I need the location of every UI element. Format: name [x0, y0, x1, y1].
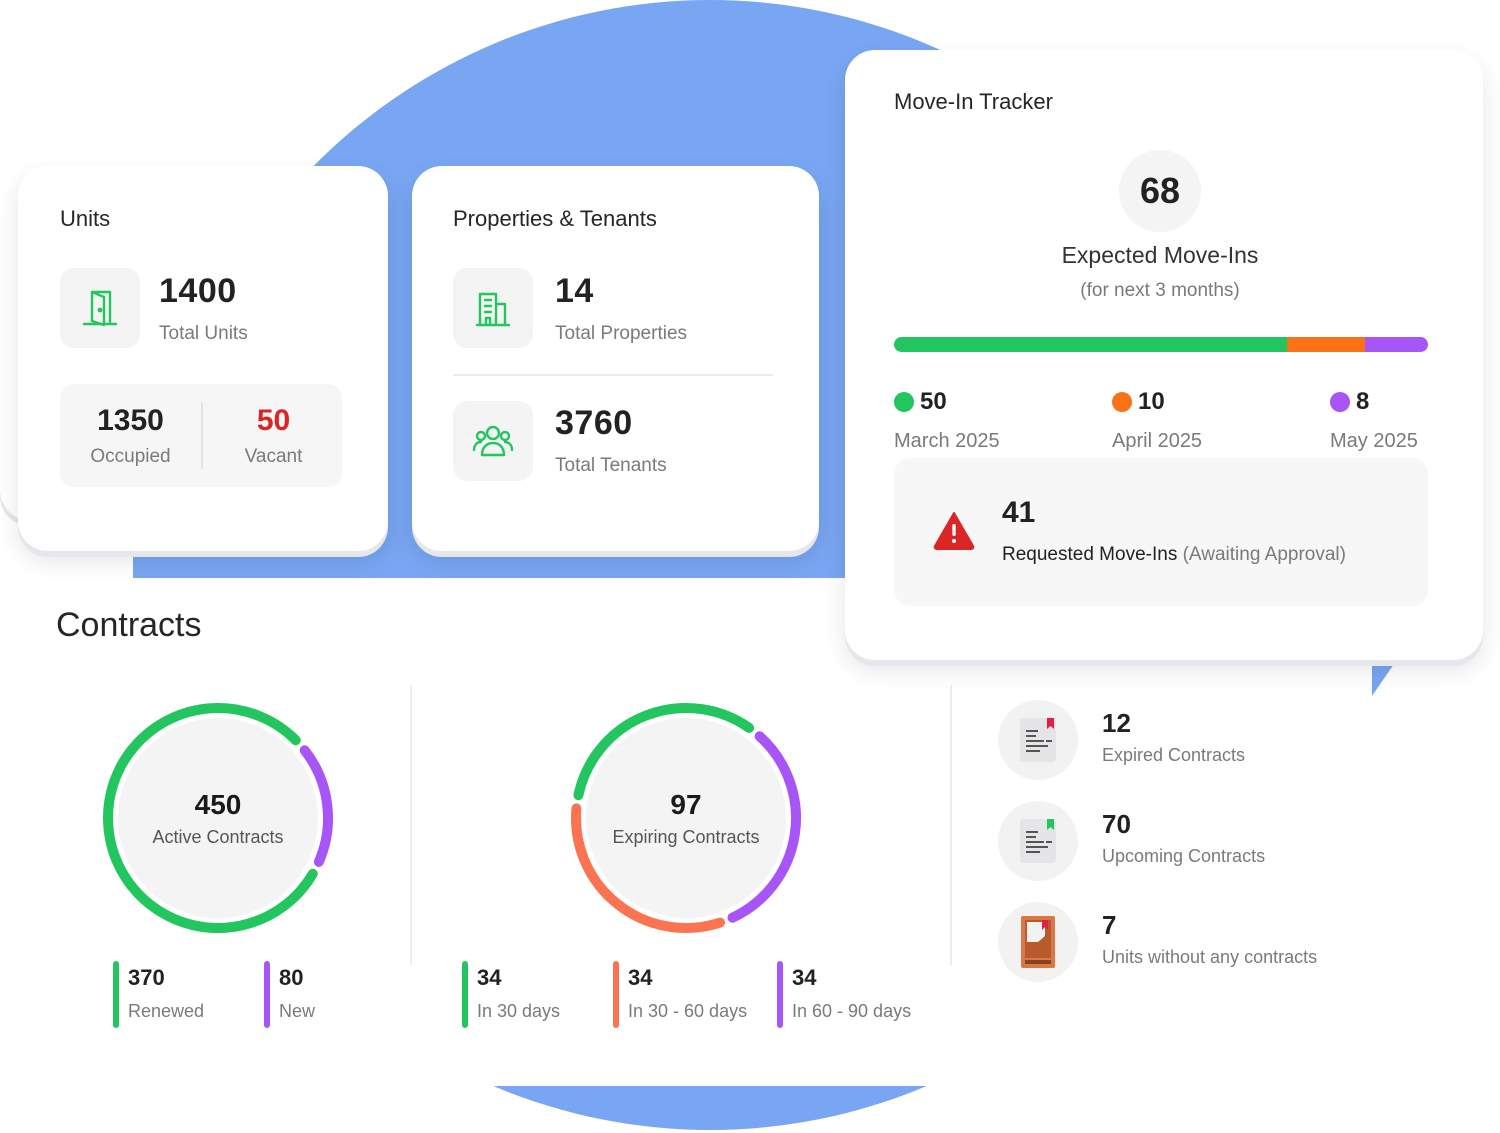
new-stat: 80 New	[264, 961, 316, 1028]
renewed-value: 370	[128, 965, 165, 990]
expired-document-icon	[998, 700, 1078, 780]
requested-move-ins-value: 41	[1002, 496, 1036, 529]
total-properties-label: Total Properties	[555, 323, 688, 344]
active-contracts-donut	[103, 703, 333, 933]
expiring-contracts-center: 97 Expiring Contracts	[586, 718, 786, 918]
occupancy-divider	[201, 402, 203, 469]
requested-move-ins-note: (Awaiting Approval)	[1182, 544, 1346, 565]
active-contracts-value: 450	[194, 788, 242, 820]
new-label: New	[279, 1001, 316, 1021]
legend-dot	[1330, 392, 1350, 412]
requested-move-ins-label: Requested Move-Ins	[1002, 544, 1178, 565]
expiring-30-stat: 34 In 30 days	[462, 961, 561, 1028]
move-in-progress-bar	[894, 337, 1428, 352]
progress-segment-2	[1365, 337, 1428, 352]
requested-move-ins-box[interactable]: 41 Requested Move-Ins (Awaiting Approval…	[894, 458, 1428, 606]
may-label: May 2025	[1330, 430, 1418, 452]
active-contracts-ring[interactable]: 450 Active Contracts	[93, 693, 343, 943]
door-icon	[60, 268, 140, 348]
april-label: April 2025	[1112, 430, 1203, 452]
expected-move-ins-label: Expected Move-Ins	[1061, 242, 1259, 268]
contracts-divider	[950, 685, 952, 965]
renewed-label: Renewed	[128, 1001, 205, 1021]
renewed-bar	[113, 961, 119, 1028]
occupancy-box: 1350 Occupied 50 Vacant	[60, 384, 342, 487]
renewed-stat: 370 Renewed	[113, 961, 205, 1028]
upcoming-document-icon	[998, 801, 1078, 881]
ring-segment-0	[727, 731, 801, 923]
requested-move-ins-text: Requested Move-Ins (Awaiting Approval)	[1002, 544, 1346, 566]
legend-dot	[894, 392, 914, 412]
properties-divider	[453, 374, 773, 376]
progress-segment-1	[1286, 337, 1366, 352]
properties-tenants-title: Properties & Tenants	[453, 206, 657, 231]
tracker-title: Move-In Tracker	[894, 89, 1053, 114]
contracts-divider	[410, 685, 412, 965]
expiring-60-90-stat: 34 In 60 - 90 days	[777, 961, 912, 1028]
occupied-label: Occupied	[90, 446, 171, 467]
warning-icon	[932, 510, 976, 555]
units-without-contracts-label: Units without any contracts	[1102, 947, 1318, 967]
units-card: Units 1400 Total Units 1350 Occupied 50 …	[18, 166, 388, 551]
progress-segment-0	[894, 337, 1287, 352]
new-value: 80	[279, 965, 304, 990]
active-contracts-label: Active Contracts	[152, 826, 284, 847]
upcoming-contracts-value: 70	[1102, 809, 1131, 839]
units-title: Units	[60, 206, 111, 231]
expiring-30-60-stat: 34 In 30 - 60 days	[613, 961, 748, 1028]
expiring-contracts-donut	[571, 703, 801, 933]
expired-contracts-value: 12	[1102, 708, 1131, 738]
ring-segment-0	[299, 745, 333, 867]
background-pointer	[1372, 664, 1394, 696]
upcoming-contracts-label: Upcoming Contracts	[1102, 846, 1266, 866]
ring-segment-1	[103, 703, 318, 933]
expected-move-ins-value: 68	[1119, 150, 1201, 232]
move-in-tracker-card: Move-In Tracker 68 Expected Move-Ins (fo…	[845, 50, 1483, 660]
expiring-contracts-label: Expiring Contracts	[612, 826, 760, 847]
expiring-30-60-bar	[613, 961, 619, 1028]
expiring-60-90-value: 34	[792, 965, 817, 990]
expiring-30-label: In 30 days	[477, 1001, 561, 1021]
ring-segment-1	[571, 803, 725, 933]
occupied-value: 1350	[97, 404, 164, 437]
contracts-title: Contracts	[56, 606, 202, 644]
expired-contracts-label: Expired Contracts	[1102, 745, 1246, 765]
units-without-contracts-value: 7	[1102, 910, 1117, 940]
expiring-contracts-ring[interactable]: 97 Expiring Contracts	[561, 693, 811, 943]
active-contracts-center: 450 Active Contracts	[118, 718, 318, 918]
vacant-value: 50	[256, 404, 291, 437]
expiring-60-90-label: In 60 - 90 days	[792, 1001, 912, 1021]
expiring-contracts-value: 97	[670, 788, 702, 820]
building-icon	[453, 268, 533, 348]
legend-dot	[1112, 392, 1132, 412]
march-value: 50	[920, 388, 947, 415]
users-icon	[453, 401, 533, 481]
march-label: March 2025	[894, 430, 1000, 452]
total-units-value: 1400	[159, 272, 237, 310]
legend-march: 50 March 2025	[894, 388, 1000, 453]
expected-move-ins-sub: (for next 3 months)	[1080, 280, 1240, 301]
expiring-60-90-bar	[777, 961, 783, 1028]
total-units-label: Total Units	[159, 323, 248, 344]
ring-segment-2	[573, 703, 755, 801]
expiring-30-60-value: 34	[628, 965, 653, 990]
properties-tenants-card: Properties & Tenants 14 Total Properties…	[412, 166, 819, 551]
legend-april: 10 April 2025	[1112, 388, 1202, 453]
new-bar	[264, 961, 270, 1028]
april-value: 10	[1138, 388, 1165, 415]
no-contract-door-icon	[998, 902, 1078, 982]
expiring-30-value: 34	[477, 965, 502, 990]
total-properties-value: 14	[555, 272, 594, 310]
total-tenants-label: Total Tenants	[555, 455, 667, 476]
expiring-30-bar	[462, 961, 468, 1028]
vacant-label: Vacant	[244, 446, 303, 467]
expiring-30-60-label: In 30 - 60 days	[628, 1001, 748, 1021]
total-tenants-value: 3760	[555, 404, 633, 442]
may-value: 8	[1356, 388, 1370, 415]
legend-may: 8 May 2025	[1330, 388, 1418, 453]
